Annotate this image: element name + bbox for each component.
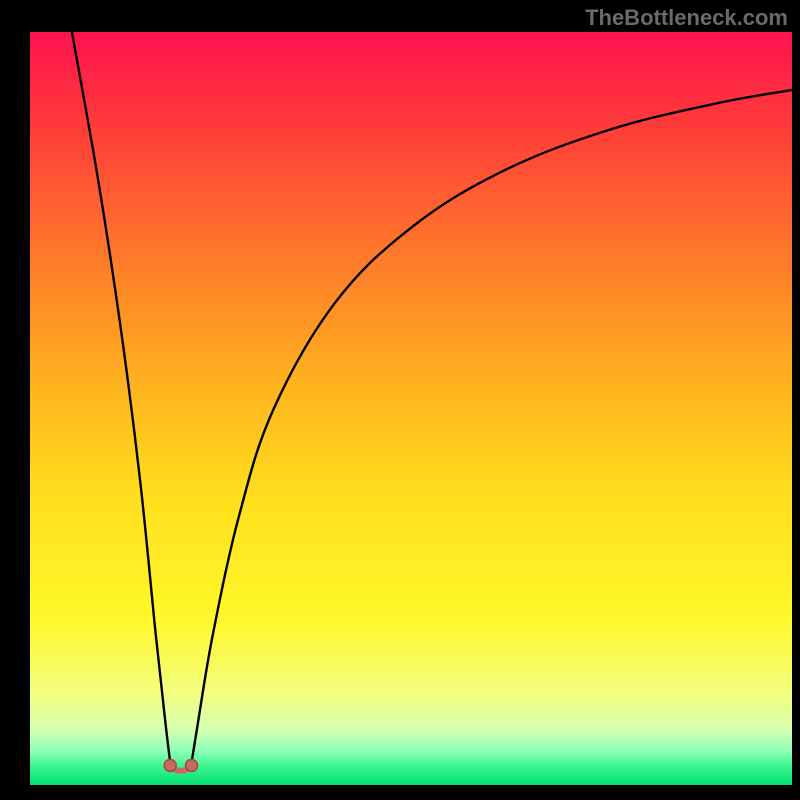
plot-area bbox=[30, 32, 792, 785]
min-marker-left bbox=[164, 759, 176, 771]
min-marker-right bbox=[186, 759, 198, 771]
chart-frame: TheBottleneck.com bbox=[0, 0, 800, 800]
watermark-text: TheBottleneck.com bbox=[585, 5, 788, 31]
curve-right-branch bbox=[192, 90, 792, 762]
curve-left-branch bbox=[72, 32, 170, 762]
bottleneck-curve bbox=[30, 32, 792, 785]
